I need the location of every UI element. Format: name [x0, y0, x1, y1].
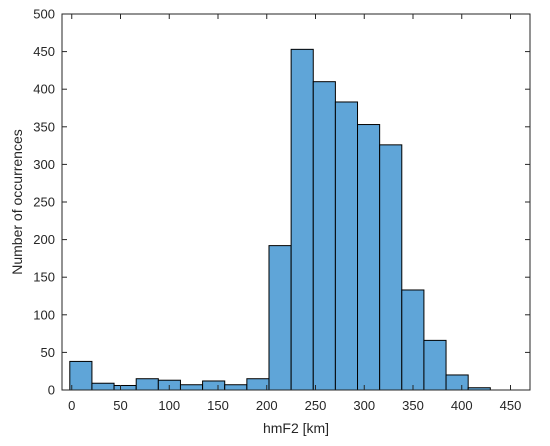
- y-tick-label: 150: [33, 270, 55, 285]
- x-tick-label: 50: [113, 398, 127, 413]
- histogram-bar: [334, 101, 359, 391]
- x-tick-label: 100: [158, 398, 180, 413]
- histogram-bar: [69, 360, 93, 391]
- histogram-bar: [445, 374, 469, 391]
- x-tick-label: 300: [353, 398, 375, 413]
- y-tick-label: 450: [33, 44, 55, 59]
- y-tick-label: 100: [33, 307, 55, 322]
- histogram-bar: [202, 380, 226, 391]
- y-tick-label: 200: [33, 232, 55, 247]
- histogram-bar: [91, 382, 115, 391]
- x-tick-label: 200: [256, 398, 278, 413]
- y-tick-label: 500: [33, 7, 55, 22]
- x-tick-label: 450: [500, 398, 522, 413]
- x-tick-label: 0: [68, 398, 75, 413]
- histogram-bar: [246, 378, 270, 391]
- histogram-bar: [312, 81, 336, 391]
- histogram-bar: [401, 289, 425, 391]
- x-tick-label: 350: [402, 398, 424, 413]
- histogram-bar: [423, 339, 447, 391]
- histogram-bar: [290, 48, 314, 391]
- histogram-bar: [135, 378, 159, 391]
- histogram-bar: [179, 384, 204, 391]
- histogram-bar: [224, 384, 248, 391]
- y-tick-label: 300: [33, 157, 55, 172]
- y-axis-label: Number of occurrences: [9, 129, 25, 275]
- y-tick-label: 0: [48, 383, 55, 398]
- histogram-bar: [113, 384, 137, 391]
- histogram-bar: [357, 124, 381, 391]
- histogram-bar: [268, 245, 292, 391]
- bars-layer: [69, 48, 491, 391]
- y-tick-label: 350: [33, 119, 55, 134]
- y-tick-label: 50: [41, 345, 55, 360]
- x-tick-label: 150: [207, 398, 229, 413]
- x-tick-label: 250: [305, 398, 327, 413]
- histogram-bar: [379, 144, 403, 391]
- ticks-layer: 0 50 100 150 200 250 300 350 400 450 0 50 100 150 200 2…: [33, 7, 530, 413]
- x-tick-label: 400: [451, 398, 473, 413]
- y-tick-label: 250: [33, 195, 55, 210]
- x-axis-label: hmF2 [km]: [263, 420, 329, 436]
- y-tick-label: 400: [33, 82, 55, 97]
